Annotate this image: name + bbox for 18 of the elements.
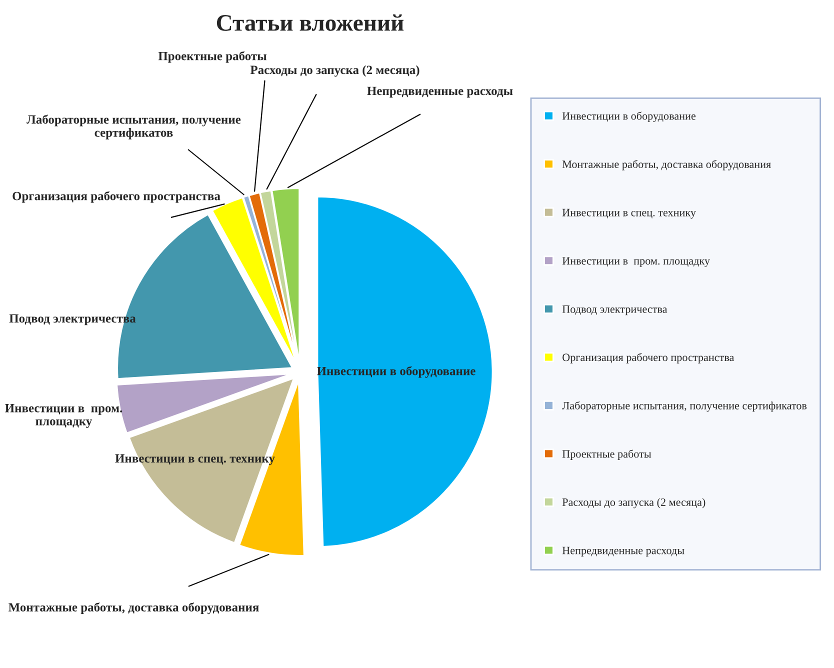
slice-label: Лабораторные испытания, получение сертификатов	[26, 114, 241, 140]
slice-label: Инвестиции в пром. площадку	[5, 404, 122, 428]
category-label: Непредвиденные расходы	[367, 86, 513, 98]
slice-label: Организация рабочего пространства	[12, 191, 220, 203]
legend-label: Инвестиции в оборудование	[562, 112, 696, 122]
legend-label: Подвод электричества	[562, 306, 668, 316]
legend-label: Лабораторные испытания, получение сертификатов	[562, 401, 807, 412]
category-label: Монтажные работы, доставка оборудования	[8, 602, 259, 614]
legend-label: Инвестиции в спец. технику	[562, 208, 696, 219]
category-label: Проектные работы	[158, 51, 267, 63]
legend-label: Монтажные работы, доставка оборудования	[562, 160, 771, 170]
chart-title: Статьи вложений	[216, 14, 404, 31]
legend-label: Организация рабочего пространства	[562, 353, 734, 364]
legend-label: Непредвиденные расходы	[562, 546, 684, 556]
slice-label: Расходы до запуска (2 месяца)	[250, 65, 420, 77]
legend-label: Проектные работы	[562, 450, 652, 460]
legend-label: Расходы до запуска (2 месяца)	[562, 498, 706, 508]
legend-label: Инвестиции в пром. площадку	[562, 257, 710, 267]
